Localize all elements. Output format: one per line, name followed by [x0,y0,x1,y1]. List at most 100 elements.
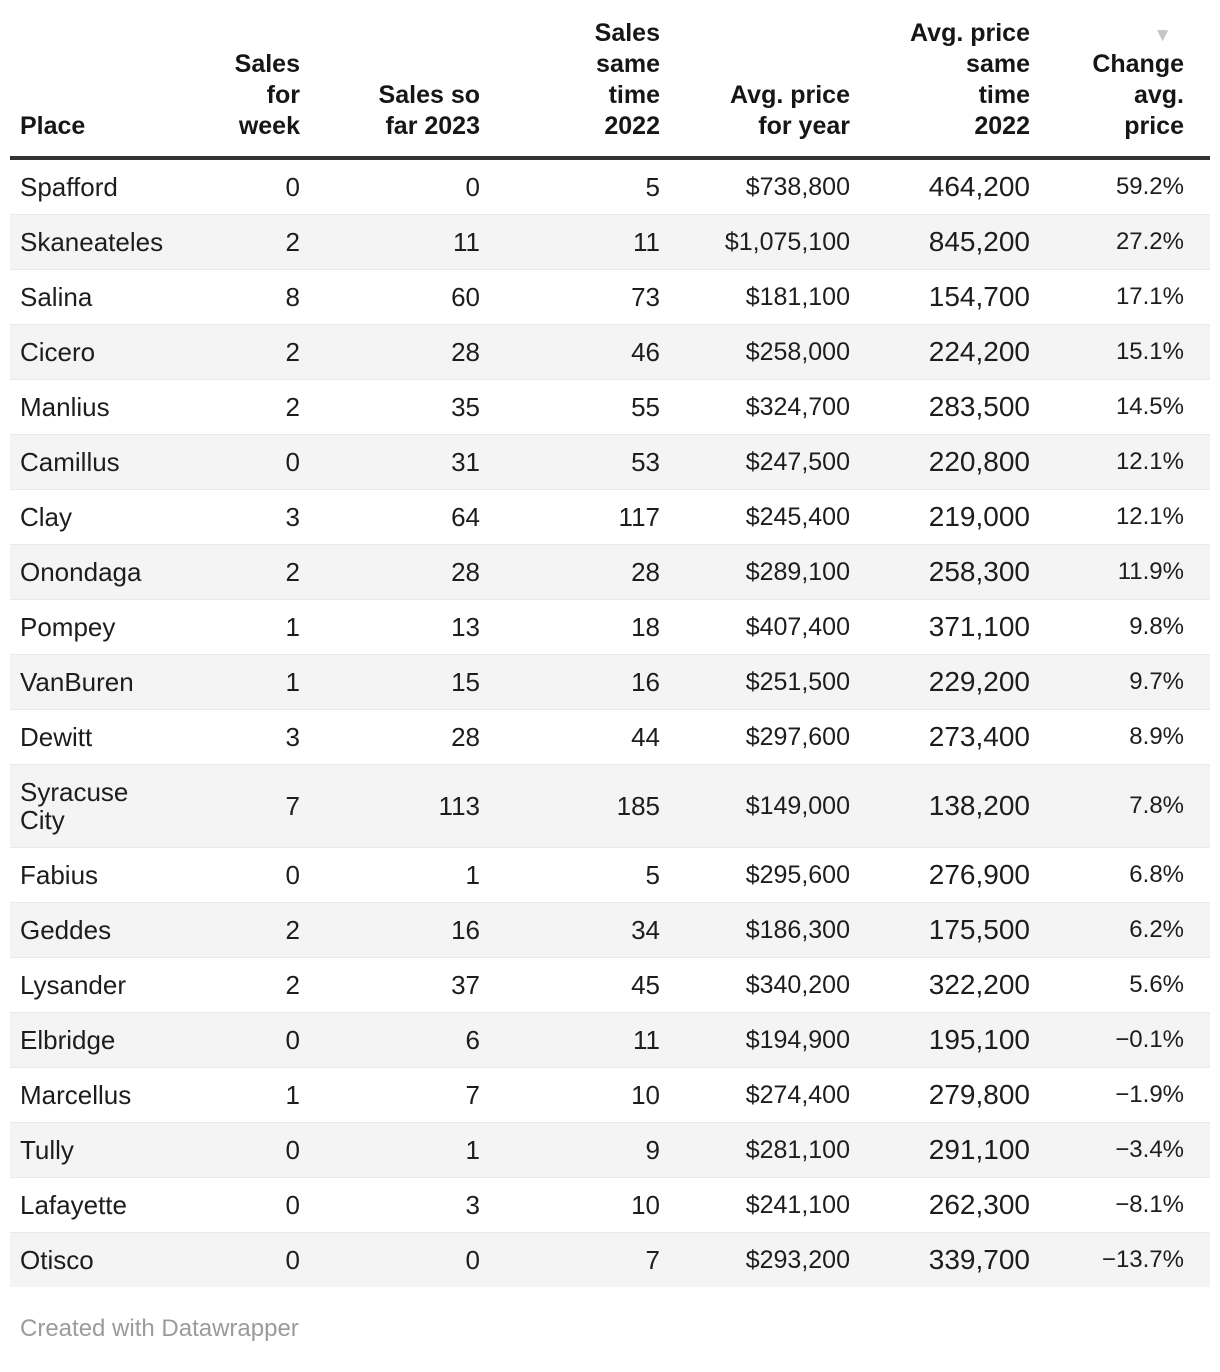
cell-avg-price-for-year: $297,600 [670,709,860,765]
column-header-label: time [978,81,1030,109]
table-row: Fabius 0 1 5 $295,600 276,900 6.8% [10,847,1210,903]
cell-sales-so-far-2023: 0 [310,1232,490,1287]
column-header-sales-same-time-2022[interactable]: Sales same time 2022 [490,0,670,160]
cell-change-avg-price: 9.7% [1040,654,1210,710]
cell-change-avg-price: 12.1% [1040,489,1210,545]
table-row: Camillus 0 31 53 $247,500 220,800 12.1% [10,434,1210,490]
cell-place: Lafayette [10,1177,180,1233]
cell-sales-for-week: 2 [180,379,310,435]
cell-avg-price-same-time-2022: 138,200 [860,764,1040,848]
column-header-label: same [966,50,1030,78]
cell-avg-price-same-time-2022: 154,700 [860,269,1040,325]
column-header-label: time [608,81,660,109]
cell-sales-same-time-2022: 18 [490,599,670,655]
cell-avg-price-for-year: $738,800 [745,173,850,201]
cell-sales-same-time-2022: 46 [490,324,670,380]
cell-sales-so-far-2023: 64 [310,489,490,545]
column-header-place[interactable]: Place [10,0,180,160]
cell-sales-same-time-2022: 53 [490,434,670,490]
column-header-label: far 2023 [385,112,480,140]
cell-sales-same-time-2022: 9 [490,1122,670,1178]
column-header-label: price [1124,112,1184,140]
cell-change-avg-price: −13.7% [1040,1232,1210,1287]
cell-avg-price-same-time-2022: 229,200 [860,654,1040,710]
cell-sales-same-time-2022: 10 [490,1177,670,1233]
cell-avg-price-for-year: $281,100 [670,1122,860,1178]
cell-avg-price-for-year: $181,100 [670,269,860,325]
cell-avg-price-for-year: $1,075,100 [670,214,860,270]
cell-sales-for-week: 0 [180,434,310,490]
cell-avg-price-same-time-2022: 291,100 [860,1122,1040,1178]
column-header-label: for year [758,112,850,140]
cell-sales-so-far-2023: 11 [310,214,490,270]
cell-sales-same-time-2022: 11 [490,214,670,270]
cell-sales-for-week: 2 [180,214,310,270]
cell-sales-for-week: 2 [180,957,310,1013]
table-row: Marcellus 1 7 10 $274,400 279,800 −1.9% [10,1067,1210,1123]
cell-place: Lysander [10,957,180,1013]
cell-change-avg-price: 5.6% [1040,957,1210,1013]
cell-avg-price-same-time-2022: 371,100 [860,599,1040,655]
cell-sales-for-week: 3 [180,709,310,765]
cell-place: Salina [10,269,180,325]
column-header-sales-for-week[interactable]: Sales for week [180,0,310,160]
cell-sales-for-week: 0 [180,1232,310,1287]
cell-sales-for-week: 1 [180,1067,310,1123]
cell-sales-same-time-2022: 185 [490,764,670,848]
column-header-label: Sales [594,19,660,47]
cell-place: VanBuren [10,654,180,710]
table-row: Cicero 2 28 46 $258,000 224,200 15.1% [10,324,1210,380]
cell-sales-for-week: 2 [180,544,310,600]
table-row: Clay 3 64 117 $245,400 219,000 12.1% [10,489,1210,545]
cell-place: Elbridge [10,1012,180,1068]
column-header-label: 2022 [974,112,1030,140]
column-header-avg-price-for-year[interactable]: Avg. price for year [670,0,860,160]
table-header: Place Sales for week Sales so far 2023 Sales sa… [10,0,1210,160]
table-row: Otisco 0 0 7 $293,200 339,700 −13.7% [10,1232,1210,1287]
cell-avg-price-same-time-2022: 339,700 [860,1232,1040,1287]
cell-sales-so-far-2023: 60 [310,269,490,325]
table-row: Lafayette 0 3 10 $241,100 262,300 −8.1% [10,1177,1210,1233]
cell-sales-same-time-2022: 7 [490,1232,670,1287]
cell-change-avg-price: −8.1% [1040,1177,1210,1233]
column-header-label: same [596,50,660,78]
column-header-label: Avg. price [910,19,1030,47]
cell-avg-price-for-year: $340,200 [670,957,860,1013]
cell-sales-so-far-2023: 28 [310,709,490,765]
cell-avg-price-same-time-2022: 262,300 [860,1177,1040,1233]
cell-place: Marcellus [10,1067,180,1123]
column-header-sales-so-far-2023[interactable]: Sales so far 2023 [310,0,490,160]
cell-place: Syracuse City [10,764,180,848]
column-header-label: 2022 [604,112,660,140]
cell-sales-so-far-2023: 28 [310,544,490,600]
cell-place: Cicero [10,324,180,380]
cell-place: Spafford [20,172,118,202]
datawrapper-credit[interactable]: Created with Datawrapper [20,1315,299,1342]
cell-sales-for-week: 2 [180,902,310,958]
table-row: Lysander 2 37 45 $340,200 322,200 5.6% [10,957,1210,1013]
cell-avg-price-same-time-2022: 175,500 [860,902,1040,958]
table-row: Pompey 1 13 18 $407,400 371,100 9.8% [10,599,1210,655]
cell-sales-so-far-2023: 37 [310,957,490,1013]
column-header-label: Sales [234,50,300,78]
column-header-label: for [266,81,300,109]
cell-avg-price-same-time-2022: 322,200 [860,957,1040,1013]
cell-place: Fabius [10,847,180,903]
cell-change-avg-price: 6.8% [1040,847,1210,903]
cell-place: Tully [10,1122,180,1178]
column-header-avg-price-same-time-2022[interactable]: Avg. price same time 2022 [860,0,1040,160]
table-row: Tully 0 1 9 $281,100 291,100 −3.4% [10,1122,1210,1178]
column-header-change-avg-price[interactable]: ▼ Change avg. price [1040,0,1210,160]
cell-sales-same-time-2022: 73 [490,269,670,325]
cell-sales-for-week: 7 [180,764,310,848]
cell-place: Camillus [10,434,180,490]
column-header-label: Change [1092,50,1184,78]
cell-place: Skaneateles [10,214,180,270]
table-row: Geddes 2 16 34 $186,300 175,500 6.2% [10,902,1210,958]
table-row: Syracuse City 7 113 185 $149,000 138,200 7.8% [10,764,1210,848]
cell-sales-for-week: 2 [180,324,310,380]
cell-sales-same-time-2022: 11 [490,1012,670,1068]
cell-avg-price-for-year: $407,400 [670,599,860,655]
cell-change-avg-price: −0.1% [1040,1012,1210,1068]
cell-sales-same-time-2022: 5 [490,847,670,903]
